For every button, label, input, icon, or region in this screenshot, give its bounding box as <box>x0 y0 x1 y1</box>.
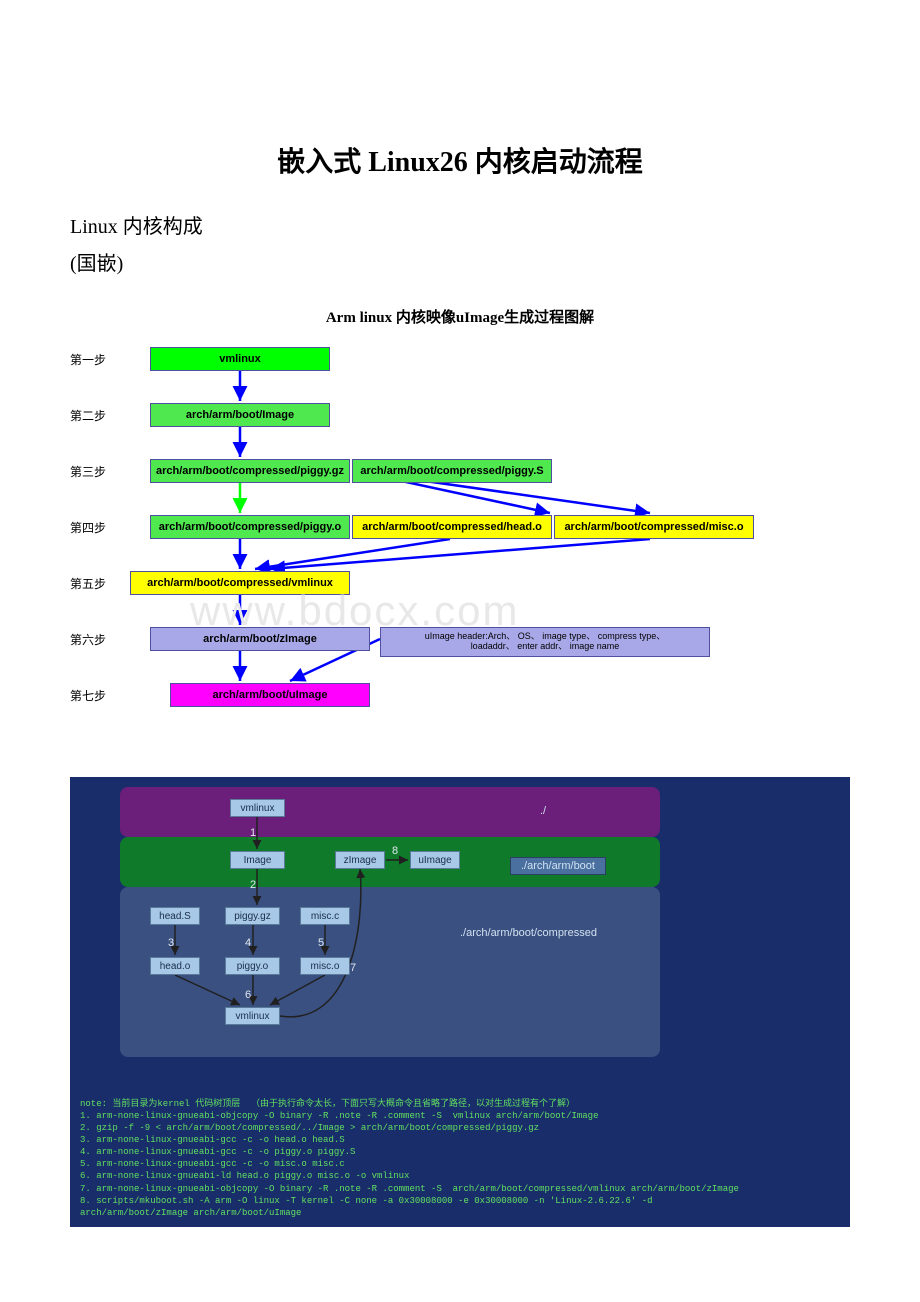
subtitle: Linux 内核构成 <box>70 210 850 239</box>
d2-box: vmlinux <box>230 799 285 817</box>
flowchart-box: arch/arm/boot/compressed/piggy.gz <box>150 459 350 483</box>
d2-box: uImage <box>410 851 460 869</box>
flowchart-box: arch/arm/boot/compressed/vmlinux <box>130 571 350 595</box>
flowchart-box: arch/arm/boot/Image <box>150 403 330 427</box>
d2-box: misc.o <box>300 957 350 975</box>
step-label: 第三步 <box>70 463 106 480</box>
diagram-region <box>120 887 660 1057</box>
flowchart-box: uImage header:Arch、 OS、 image type、 comp… <box>380 627 710 657</box>
step-label: 第六步 <box>70 631 106 648</box>
d2-box: head.o <box>150 957 200 975</box>
arrow-number: 8 <box>392 845 398 857</box>
subnote: (国嵌) <box>70 247 850 276</box>
arrow-number: 3 <box>168 937 174 949</box>
step-label: 第四步 <box>70 519 106 536</box>
flowchart-box: arch/arm/boot/uImage <box>170 683 370 707</box>
flowchart-box: arch/arm/boot/zImage <box>150 627 370 651</box>
flowchart-box: vmlinux <box>150 347 330 371</box>
arrow-number: 2 <box>250 879 256 891</box>
diagram2-notes: note: 当前目录为kernel 代码树顶层 （由于执行命令太长，下面只写大概… <box>80 1098 739 1219</box>
folder-label: ./ <box>540 805 546 817</box>
arrow-number: 4 <box>245 937 251 949</box>
flowchart-box: arch/arm/boot/compressed/piggy.o <box>150 515 350 539</box>
diagram-region <box>120 787 660 837</box>
d2-box: Image <box>230 851 285 869</box>
d2-box: head.S <box>150 907 200 925</box>
arrow-number: 5 <box>318 937 324 949</box>
arrow-number: 7 <box>350 962 356 974</box>
flowchart-box: arch/arm/boot/compressed/misc.o <box>554 515 754 539</box>
d2-box: misc.c <box>300 907 350 925</box>
d2-box: piggy.o <box>225 957 280 975</box>
d2-box: piggy.gz <box>225 907 280 925</box>
step-label: 第七步 <box>70 687 106 704</box>
folder-label: ./arch/arm/boot <box>510 857 606 875</box>
flowchart-box: arch/arm/boot/compressed/head.o <box>352 515 552 539</box>
d2-box: vmlinux <box>225 1007 280 1025</box>
diagram1: www.bdocx.com 第一步vmlinux第二步arch/arm/boot… <box>70 337 850 757</box>
d2-box: zImage <box>335 851 385 869</box>
arrow-number: 6 <box>245 989 251 1001</box>
step-label: 第二步 <box>70 407 106 424</box>
flowchart-box: arch/arm/boot/compressed/piggy.S <box>352 459 552 483</box>
diagram2: note: 当前目录为kernel 代码树顶层 （由于执行命令太长，下面只写大概… <box>70 777 850 1227</box>
folder-label: ./arch/arm/boot/compressed <box>460 927 597 939</box>
page-title: 嵌入式 Linux26 内核启动流程 <box>70 140 850 180</box>
diagram1-title: Arm linux 内核映像uImage生成过程图解 <box>70 306 850 327</box>
arrow-number: 1 <box>250 827 256 839</box>
step-label: 第一步 <box>70 351 106 368</box>
step-label: 第五步 <box>70 575 106 592</box>
